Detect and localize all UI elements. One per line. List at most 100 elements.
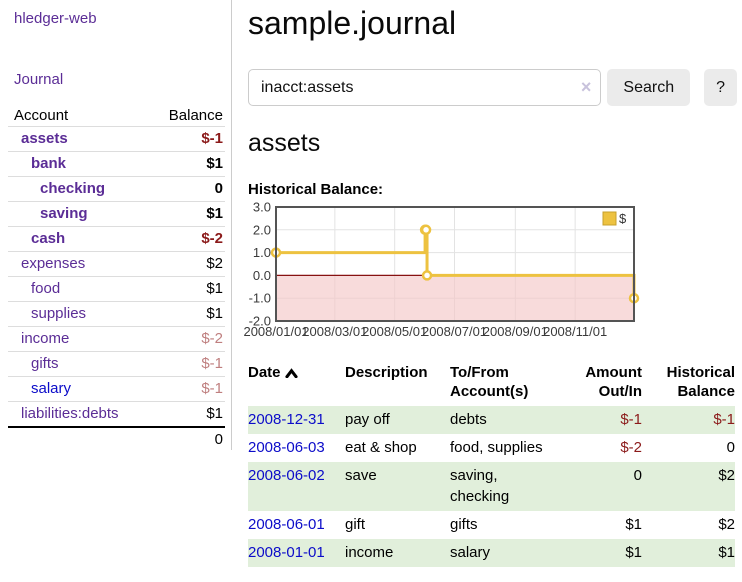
accounts-header-row: Account Balance — [8, 106, 225, 127]
x-axis-tick-label: 2008/07/01 — [422, 324, 487, 339]
account-link-liabilities-debts[interactable]: liabilities:debts — [21, 405, 119, 422]
search-button[interactable]: Search — [607, 69, 691, 106]
column-header-amount[interactable]: Amount Out/In — [585, 364, 642, 400]
account-balance: 0 — [151, 176, 225, 202]
transaction-amount: $-1 — [620, 411, 642, 428]
account-row: gifts $-1 — [8, 351, 225, 377]
app-title-link[interactable]: hledger-web — [14, 10, 97, 27]
transaction-balance: $2 — [718, 516, 735, 533]
sidebar-item-journal[interactable]: Journal — [14, 71, 64, 88]
transaction-amount: $-2 — [620, 439, 642, 456]
register-table: Date Description To/From Account(s) Amou… — [248, 357, 735, 567]
account-balance: $-2 — [151, 326, 225, 352]
register-header-row: Date Description To/From Account(s) Amou… — [248, 357, 735, 406]
account-link-gifts[interactable]: gifts — [31, 355, 59, 372]
transaction-accounts: salary — [450, 544, 491, 561]
account-row: assets $-1 — [8, 127, 225, 152]
x-axis-tick-label: 2008/09/01 — [483, 324, 548, 339]
sidebar: hledger-web Journal Account Balance asse… — [0, 0, 232, 452]
account-row: bank $1 — [8, 151, 225, 177]
search-input-wrap: × — [248, 69, 602, 106]
account-name-cell: salary — [8, 376, 152, 402]
account-link-assets[interactable]: assets — [21, 130, 68, 147]
account-balance: $2 — [151, 251, 225, 277]
sort-ascending-icon — [284, 368, 298, 379]
account-link-expenses[interactable]: expenses — [21, 255, 86, 272]
main-content: sample.journal × Search ? assets Histori… — [243, 0, 737, 567]
chart-data-point — [420, 224, 432, 236]
account-balance: $1 — [151, 401, 225, 427]
transaction-accounts: debts — [450, 411, 487, 428]
search-input[interactable] — [248, 69, 602, 106]
transaction-balance: $2 — [718, 467, 735, 484]
account-row: salary $-1 — [8, 376, 225, 402]
account-row: income $-2 — [8, 326, 225, 352]
account-link-bank[interactable]: bank — [31, 155, 67, 172]
transaction-date-link[interactable]: 2008-06-01 — [248, 516, 325, 533]
transaction-date-link[interactable]: 2008-06-02 — [248, 467, 325, 484]
transaction-amount: $1 — [625, 544, 642, 561]
transaction-description: income — [345, 544, 394, 561]
x-axis-tick-label: 2008/03/01 — [302, 324, 367, 339]
transaction-row: 2008-06-01 gift gifts $1 $2 — [248, 511, 735, 539]
y-axis-tick-label: -1.0 — [249, 291, 271, 306]
account-row: supplies $1 — [8, 301, 225, 327]
account-row: cash $-2 — [8, 226, 225, 252]
account-link-food[interactable]: food — [31, 280, 61, 297]
accounts-table: Account Balance assets $-1 bank $1 checking 0… — [8, 106, 225, 452]
help-button[interactable]: ? — [704, 69, 737, 106]
chart-border — [275, 206, 635, 322]
account-link-income[interactable]: income — [21, 330, 70, 347]
column-header-date[interactable]: Date — [248, 357, 345, 406]
accounts-total-row: 0 — [8, 426, 225, 452]
accounts-header-balance: Balance — [151, 106, 225, 127]
account-balance: $1 — [151, 151, 225, 177]
transaction-date-link[interactable]: 2008-12-31 — [248, 411, 325, 428]
account-link-checking[interactable]: checking — [40, 180, 106, 197]
account-name-cell: bank — [8, 151, 152, 177]
column-header-accounts[interactable]: To/From Account(s) — [450, 364, 529, 400]
y-axis-tick-label: 0.0 — [253, 268, 271, 283]
account-row: liabilities:debts $1 — [8, 401, 225, 427]
account-balance: $-2 — [151, 226, 225, 252]
account-name-cell: expenses — [8, 251, 152, 277]
transaction-date-cell: 2008-01-01 — [248, 539, 345, 567]
date-header-label: Date — [248, 364, 281, 381]
account-heading: assets — [248, 129, 321, 157]
transaction-date-link[interactable]: 2008-06-03 — [248, 439, 325, 456]
account-row: saving $1 — [8, 201, 225, 227]
account-name-cell: saving — [8, 201, 152, 227]
transaction-row: 2008-12-31 pay off debts $-1 $-1 — [248, 406, 735, 434]
transaction-balance: $-1 — [713, 411, 735, 428]
page-title: sample.journal — [248, 5, 457, 41]
account-link-cash[interactable]: cash — [31, 230, 66, 247]
accounts-total-spacer — [8, 426, 152, 452]
transaction-amount: 0 — [633, 467, 642, 484]
transaction-row: 2008-06-03 eat & shop food, supplies $-2 0 — [248, 434, 735, 462]
column-header-balance[interactable]: Historical Balance — [666, 364, 735, 400]
historical-balance-chart[interactable]: $3.0 2.0 1.0 0.0 -1.0 -2.02008/01/012008/03/0… — [243, 200, 640, 341]
accounts-total-value: 0 — [151, 426, 225, 452]
account-balance: $-1 — [151, 351, 225, 377]
legend-swatch — [602, 211, 617, 226]
transaction-description: save — [345, 467, 377, 484]
account-link-salary[interactable]: salary — [31, 380, 72, 397]
transaction-description: eat & shop — [345, 439, 417, 456]
account-link-saving[interactable]: saving — [40, 205, 88, 222]
account-row: food $1 — [8, 276, 225, 302]
y-axis-tick-label: 3.0 — [253, 200, 271, 215]
account-link-supplies[interactable]: supplies — [31, 305, 87, 322]
account-name-cell: food — [8, 276, 152, 302]
column-header-description[interactable]: Description — [345, 364, 428, 381]
transaction-date-cell: 2008-06-03 — [248, 434, 345, 462]
transaction-balance: $1 — [718, 544, 735, 561]
account-row: expenses $2 — [8, 251, 225, 277]
transaction-amount: $1 — [625, 516, 642, 533]
account-name-cell: cash — [8, 226, 152, 252]
transaction-date-link[interactable]: 2008-01-01 — [248, 544, 325, 561]
transaction-balance: 0 — [726, 439, 735, 456]
clear-search-icon[interactable]: × — [580, 77, 592, 97]
transaction-accounts: food, supplies — [450, 439, 543, 456]
account-name-cell: assets — [8, 127, 152, 152]
account-balance: $-1 — [151, 376, 225, 402]
